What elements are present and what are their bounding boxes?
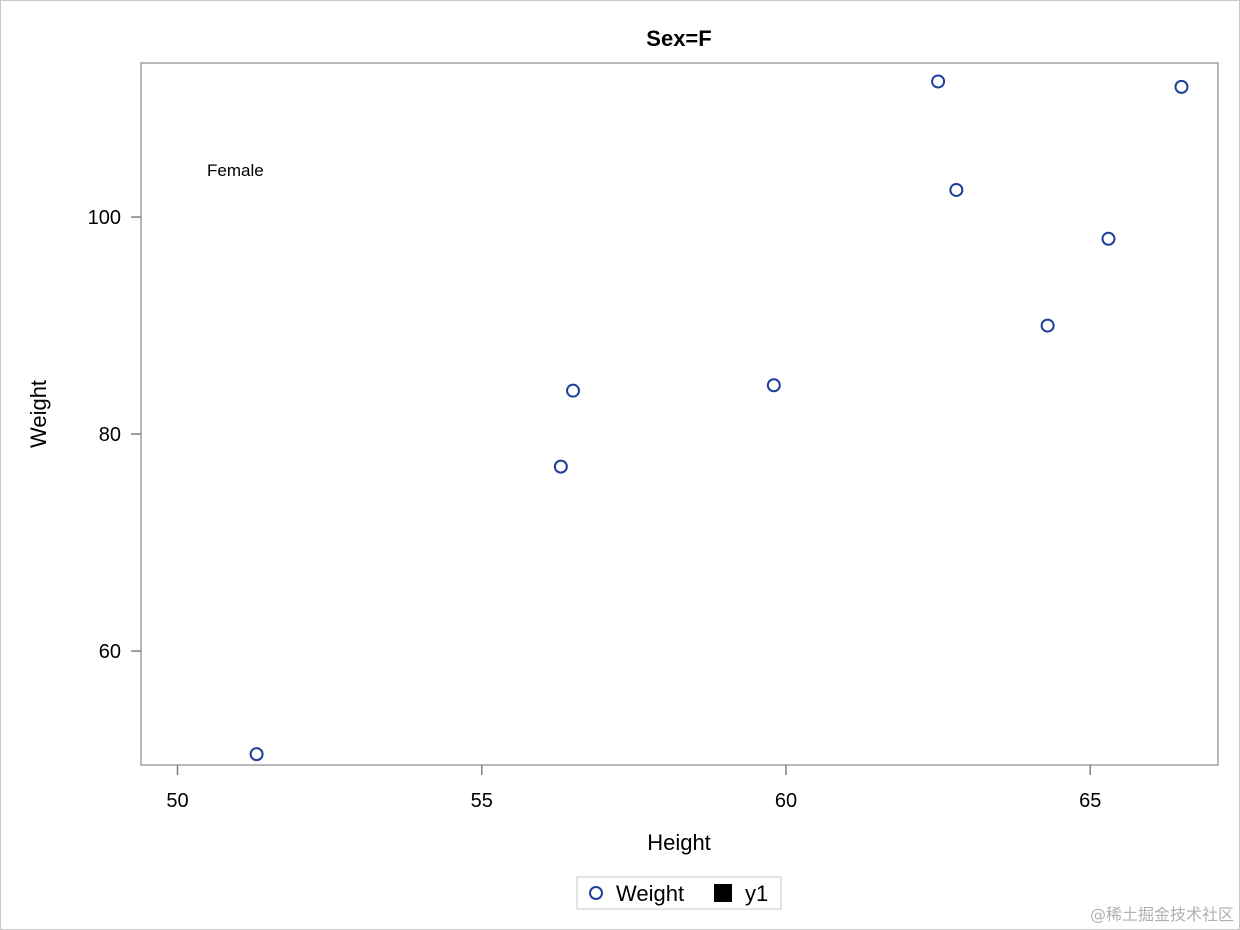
- data-point: [553, 459, 568, 474]
- y-tick-label: 80: [99, 424, 121, 446]
- data-point: [931, 74, 946, 89]
- y-tick-label: 60: [99, 641, 121, 663]
- data-points: [249, 74, 1189, 762]
- x-axis-label: Height: [647, 830, 711, 855]
- legend-weight-label: Weight: [616, 881, 684, 906]
- x-tick-label: 55: [471, 790, 493, 812]
- plot-area: [140, 62, 1219, 766]
- data-point: [949, 182, 964, 197]
- y-axis-label: Weight: [26, 380, 51, 448]
- y-tick-label: 100: [88, 207, 121, 229]
- legend-weight-marker: [589, 886, 603, 900]
- x-tick-label: 50: [166, 790, 188, 812]
- data-point: [1101, 231, 1116, 246]
- chart-title: Sex=F: [646, 26, 711, 51]
- annotation-female: Female: [207, 161, 264, 180]
- data-point: [249, 747, 264, 762]
- watermark: @稀土掘金技术社区: [1090, 905, 1234, 924]
- x-tick-label: 65: [1079, 790, 1101, 812]
- y-axis-ticks: 60 80 100: [88, 207, 141, 663]
- legend-box: [576, 876, 782, 910]
- data-point: [766, 378, 781, 393]
- x-axis-ticks: 50 55 60 65: [166, 765, 1101, 812]
- data-point: [1174, 79, 1189, 94]
- x-tick-label: 60: [775, 790, 797, 812]
- legend-y1-label: y1: [745, 881, 768, 906]
- legend: Weight y1: [576, 876, 782, 910]
- legend-y1-marker: [714, 884, 732, 902]
- data-point: [566, 383, 581, 398]
- data-point: [1040, 318, 1055, 333]
